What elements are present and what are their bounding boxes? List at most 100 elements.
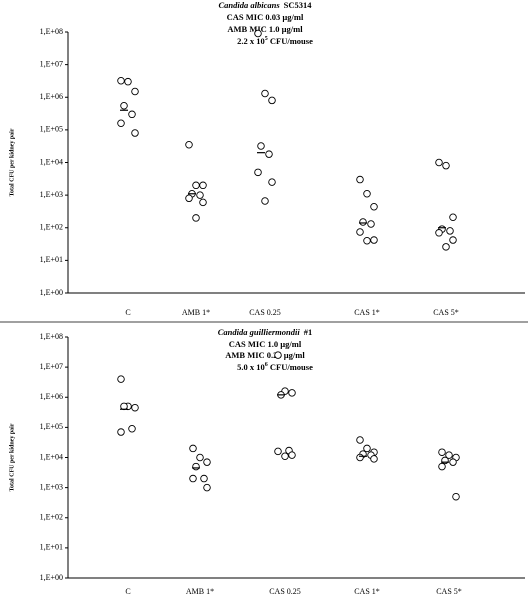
data-point	[117, 119, 125, 127]
x-tick-label: C	[125, 587, 130, 596]
y-tick-label: 1,E+03	[40, 482, 63, 491]
data-point	[192, 181, 200, 190]
data-point	[370, 236, 378, 244]
x-tick-label: AMB 1*	[186, 587, 214, 596]
subtitle: AMB MIC 0.25 µg/ml	[225, 350, 305, 360]
data-point	[356, 228, 364, 236]
y-tick-label: 1,E+05	[40, 125, 63, 134]
inoculum-exponent: 5	[265, 36, 268, 42]
data-point	[254, 168, 262, 177]
data-point	[367, 220, 375, 228]
data-point	[370, 455, 378, 463]
data-point	[128, 425, 136, 433]
data-point	[203, 483, 211, 492]
data-point	[117, 428, 125, 436]
data-point	[268, 96, 276, 105]
y-tick-label: 1,E+00	[40, 573, 63, 582]
y-tick-label: 1,E+03	[40, 190, 63, 199]
y-tick-label: 1,E+00	[40, 288, 63, 297]
x-tick-label: AMB 1*	[182, 308, 210, 317]
x-tick-label: CAS 5*	[436, 587, 462, 596]
data-point	[445, 451, 453, 459]
data-point	[117, 77, 125, 85]
data-point	[128, 110, 136, 119]
data-point	[131, 129, 139, 137]
data-point	[203, 458, 211, 466]
x-tick-label: CAS 1*	[354, 308, 380, 317]
data-point	[363, 190, 371, 198]
title-species: Candida albicans	[218, 0, 280, 10]
y-tick-label: 1,E+04	[40, 157, 63, 166]
data-point	[265, 150, 273, 158]
data-point	[370, 203, 378, 211]
data-point	[120, 402, 128, 411]
data-point	[196, 191, 204, 199]
data-point	[442, 161, 450, 170]
data-point	[124, 77, 132, 86]
data-point	[131, 87, 139, 96]
subtitle: CAS MIC 0.03 µg/ml	[227, 12, 304, 22]
data-point	[449, 213, 457, 221]
title-species: Candida guilliermondii	[218, 327, 301, 337]
data-point	[200, 474, 208, 483]
subtitle: AMB MIC 1.0 µg/ml	[227, 24, 303, 34]
data-point	[449, 236, 457, 244]
data-point	[120, 101, 128, 110]
data-point	[363, 444, 371, 453]
data-point	[449, 458, 457, 466]
inoculum: 5.0 x 106 CFU/mouse	[237, 362, 313, 372]
data-point	[196, 453, 204, 462]
y-tick-label: 1,E+07	[40, 362, 63, 371]
data-point	[281, 452, 289, 461]
data-point	[435, 158, 443, 167]
y-tick-label: 1,E+06	[40, 392, 63, 401]
y-tick-label: 1,E+02	[40, 223, 63, 232]
data-point	[274, 447, 282, 456]
data-point	[442, 243, 450, 251]
data-point	[288, 451, 296, 459]
data-point	[131, 403, 139, 412]
x-tick-label: CAS 0.25	[249, 308, 281, 317]
chart-title: Candida guilliermondii #1	[218, 327, 312, 337]
y-tick-label: 1,E+01	[40, 543, 63, 552]
data-point	[192, 214, 200, 222]
title-strain: SC5314	[284, 0, 313, 10]
data-point	[288, 389, 296, 397]
data-point	[356, 436, 364, 444]
data-point	[452, 492, 460, 501]
y-tick-label: 1,E+08	[40, 332, 63, 341]
data-point	[257, 142, 265, 150]
inoculum-base: 2.2 x 10	[237, 36, 265, 46]
x-tick-label: CAS 1*	[354, 587, 380, 596]
data-point	[268, 178, 276, 186]
data-point	[356, 453, 364, 462]
chart-title: Candida albicans SC5314	[218, 0, 312, 10]
y-tick-label: 1,E+07	[40, 59, 63, 68]
inoculum-unit: CFU/mouse	[268, 36, 313, 46]
inoculum: 2.2 x 105 CFU/mouse	[237, 36, 313, 46]
data-point	[261, 197, 269, 205]
data-point	[435, 229, 443, 237]
data-point	[185, 140, 193, 149]
y-tick-label: 1,E+04	[40, 452, 63, 461]
x-tick-label: C	[125, 308, 130, 317]
data-point	[189, 474, 197, 483]
title-strain: #1	[304, 327, 313, 337]
data-point	[199, 181, 207, 190]
data-point	[363, 236, 371, 245]
data-point	[117, 375, 125, 383]
data-point	[356, 175, 364, 184]
data-point	[185, 194, 193, 203]
x-tick-label: CAS 5*	[433, 308, 459, 317]
data-point	[438, 448, 446, 456]
y-tick-label: 1,E+08	[40, 27, 63, 36]
data-point	[254, 29, 262, 38]
data-point	[359, 218, 367, 226]
data-point	[261, 89, 269, 98]
subtitle: CAS MIC 1.0 µg/ml	[229, 339, 302, 349]
y-tick-label: 1,E+01	[40, 255, 63, 264]
data-point	[189, 444, 197, 453]
y-tick-label: 1,E+05	[40, 422, 63, 431]
